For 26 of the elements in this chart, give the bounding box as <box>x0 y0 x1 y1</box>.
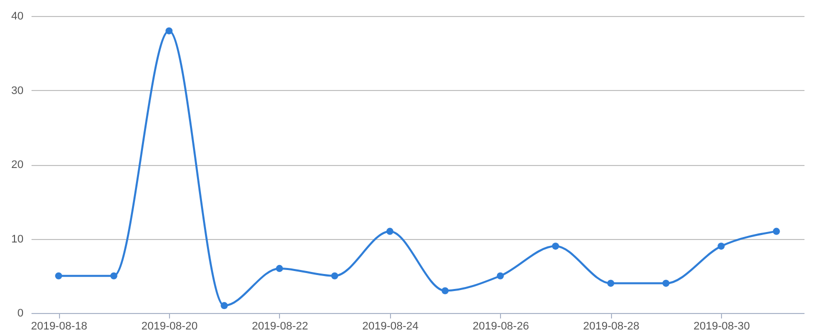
x-tick-label: 2019-08-18 <box>30 320 88 332</box>
point <box>552 242 560 250</box>
point <box>607 280 614 287</box>
point <box>772 228 780 235</box>
x-tick-label: 2019-08-30 <box>694 320 750 332</box>
point <box>331 272 338 280</box>
y-tick-label: 30 <box>11 84 24 97</box>
point <box>276 264 283 272</box>
point <box>55 272 62 280</box>
point <box>386 228 394 235</box>
point <box>442 287 449 294</box>
x-tick-label: 2019-08-24 <box>362 320 419 332</box>
x-tick-label: 2019-08-26 <box>472 320 529 332</box>
x-tick-label: 2019-08-28 <box>583 320 640 332</box>
y-tick-label: 40 <box>11 10 24 22</box>
x-tick-label: 2019-08-20 <box>141 320 198 332</box>
y-tick-label: 10 <box>11 233 24 246</box>
y-tick-label: 20 <box>11 159 24 171</box>
y-tick-label: 0 <box>17 308 24 320</box>
x-tick-label: 2019-08-22 <box>252 320 308 332</box>
point <box>718 242 725 250</box>
point <box>662 280 670 287</box>
point <box>220 302 228 310</box>
point <box>496 272 504 280</box>
point <box>166 27 173 34</box>
point <box>110 272 118 280</box>
